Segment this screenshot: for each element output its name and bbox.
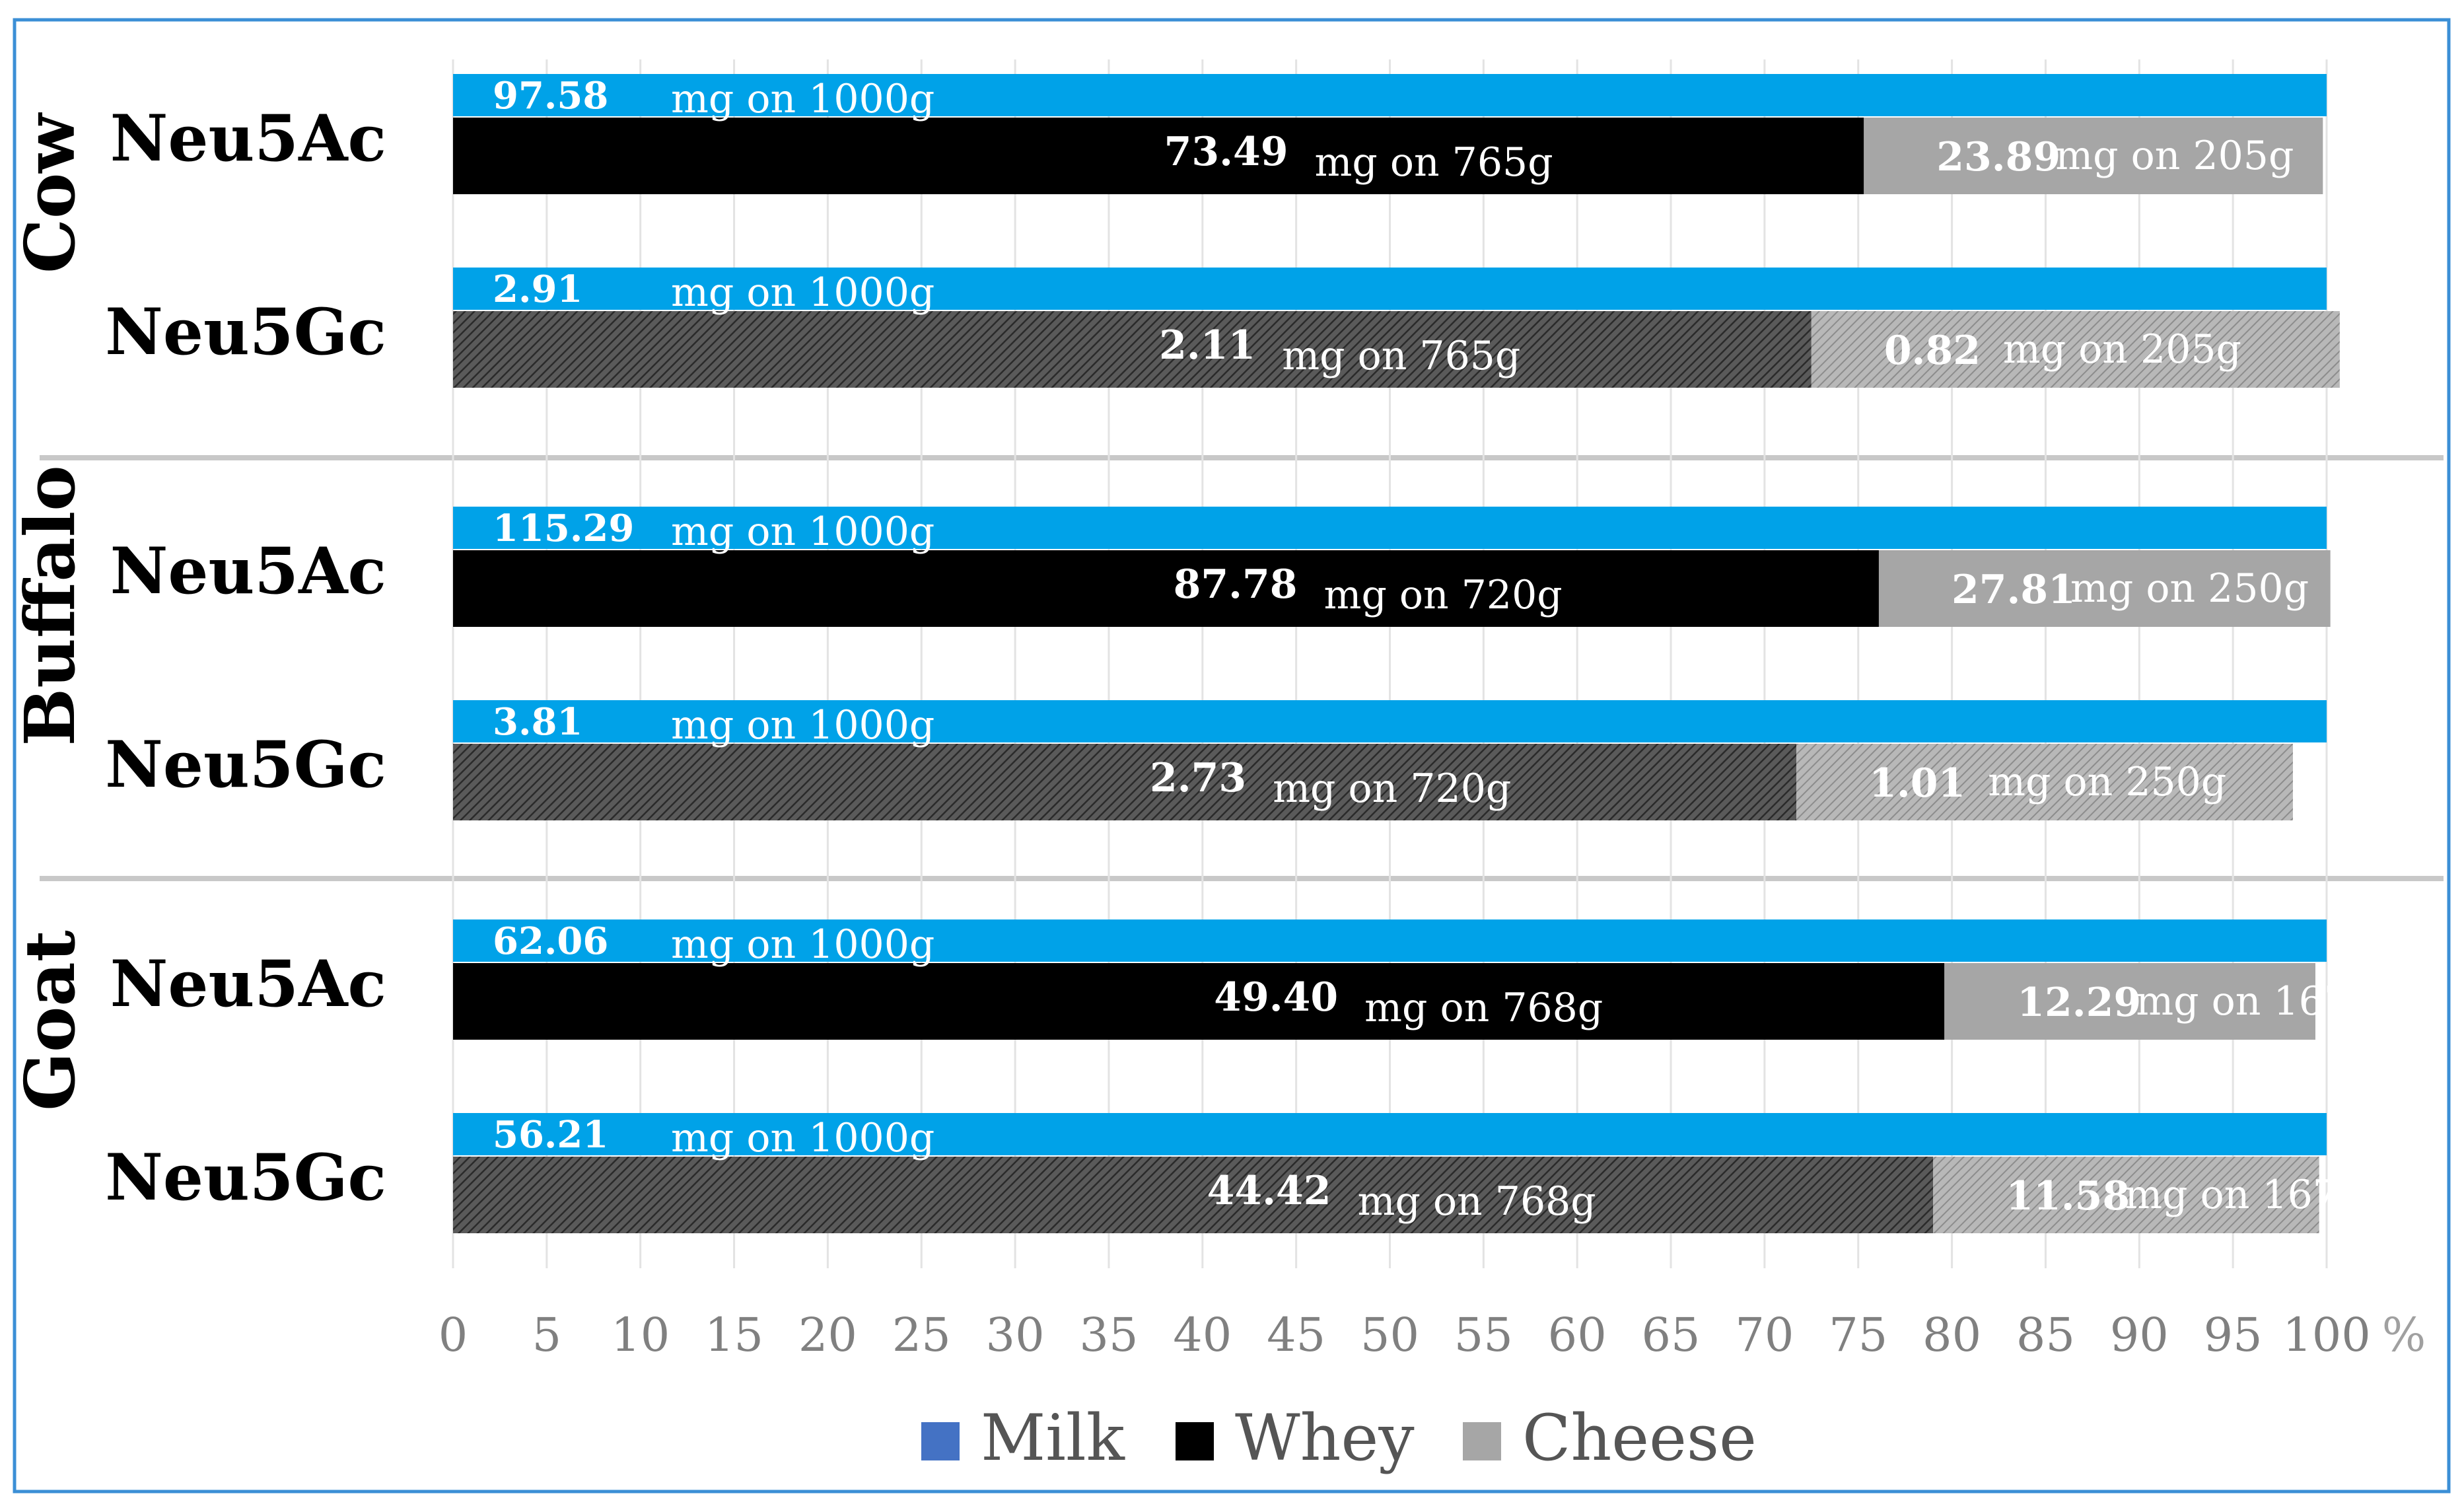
legend-label: Cheese — [1522, 1401, 1757, 1475]
whey-value-label: 49.40 — [1214, 974, 1338, 1021]
cheese-unit-label: mg on 167g — [2125, 1172, 2363, 1218]
x-tick-label: 5 — [532, 1308, 562, 1362]
bar-whey — [453, 963, 1945, 1040]
milk-unit-label: mg on 1000g — [671, 270, 934, 316]
x-tick-label: 15 — [705, 1308, 763, 1362]
x-unit-label: % — [2382, 1308, 2426, 1362]
x-tick-label: 80 — [1922, 1308, 1981, 1362]
cheese-unit-label: mg on 205g — [2055, 133, 2294, 179]
bar-cheese — [1864, 118, 2323, 194]
legend-label: Milk — [981, 1401, 1125, 1475]
milk-unit-label: mg on 1000g — [671, 76, 934, 122]
x-tick-label: 55 — [1454, 1308, 1513, 1362]
cheese-value-label: 1.01 — [1869, 760, 1965, 807]
x-tick-label: 75 — [1829, 1308, 1887, 1362]
cheese-value-label: 11.58 — [2006, 1173, 2130, 1219]
x-tick-label: 65 — [1642, 1308, 1701, 1362]
cheese-unit-label: mg on 250g — [2070, 565, 2309, 612]
x-tick-label: 35 — [1079, 1308, 1138, 1362]
milk-unit-label: mg on 1000g — [671, 921, 934, 968]
bar-cheese — [1811, 311, 2340, 388]
whey-value-label: 44.42 — [1207, 1168, 1331, 1214]
x-tick-label: 100 — [2282, 1308, 2371, 1362]
x-tick-label: 30 — [986, 1308, 1045, 1362]
bar-milk — [453, 919, 2327, 962]
group-label: Cow — [9, 112, 90, 273]
x-tick-label: 45 — [1267, 1308, 1325, 1362]
row-label: Neu5Gc — [105, 295, 386, 369]
legend-swatch — [1176, 1422, 1214, 1460]
whey-unit-label: mg on 765g — [1282, 333, 1520, 379]
whey-value-label: 2.11 — [1159, 322, 1255, 369]
whey-unit-label: mg on 765g — [1314, 139, 1553, 186]
x-tick-label: 40 — [1173, 1308, 1232, 1362]
row-label: Neu5Ac — [110, 534, 386, 608]
milk-value-label: 115.29 — [493, 507, 634, 550]
whey-unit-label: mg on 720g — [1273, 766, 1511, 812]
row-label: Neu5Ac — [110, 101, 386, 176]
chart-border — [13, 18, 2451, 1494]
group-label: Goat — [9, 930, 90, 1111]
x-tick-label: 85 — [2016, 1308, 2075, 1362]
x-tick-label: 95 — [2204, 1308, 2263, 1362]
cheese-value-label: 27.81 — [1952, 567, 2076, 613]
milk-value-label: 2.91 — [493, 268, 582, 311]
whey-unit-label: mg on 768g — [1364, 985, 1603, 1031]
x-tick-label: 90 — [2110, 1308, 2169, 1362]
bar-milk — [453, 268, 2327, 310]
bar-milk — [453, 1113, 2327, 1155]
bar-cheese — [1796, 744, 2293, 820]
bar-whey — [453, 744, 1797, 820]
cheese-value-label: 0.82 — [1884, 328, 1981, 374]
bar-milk — [453, 700, 2327, 742]
legend-swatch — [921, 1422, 960, 1460]
bar-whey — [453, 1157, 1934, 1233]
whey-unit-label: mg on 768g — [1358, 1178, 1596, 1225]
milk-value-label: 56.21 — [493, 1113, 608, 1157]
milk-value-label: 62.06 — [493, 919, 608, 963]
milk-value-label: 3.81 — [493, 700, 582, 744]
x-tick-label: 60 — [1548, 1308, 1607, 1362]
bar-whey — [453, 311, 1812, 388]
bar-milk — [453, 74, 2327, 116]
x-tick-label: 70 — [1735, 1308, 1794, 1362]
milk-unit-label: mg on 1000g — [671, 509, 934, 555]
whey-value-label: 73.49 — [1164, 129, 1288, 175]
group-label: Buffalo — [9, 465, 90, 746]
x-tick-label: 50 — [1360, 1308, 1419, 1362]
legend-label: Whey — [1235, 1401, 1415, 1475]
x-tick-label: 25 — [892, 1308, 951, 1362]
bar-cheese — [1944, 963, 2315, 1040]
x-tick-label: 10 — [611, 1308, 670, 1362]
cheese-value-label: 12.29 — [2017, 980, 2141, 1026]
cheese-value-label: 23.89 — [1936, 134, 2060, 180]
legend-swatch — [1463, 1422, 1501, 1460]
milk-value-label: 97.58 — [493, 74, 608, 118]
bar-cheese — [1933, 1157, 2319, 1233]
x-tick-label: 20 — [798, 1308, 857, 1362]
bar-whey — [453, 118, 1864, 194]
bar-milk — [453, 507, 2327, 549]
whey-value-label: 2.73 — [1150, 755, 1246, 801]
bar-cheese — [1878, 550, 2331, 627]
milk-unit-label: mg on 1000g — [671, 702, 934, 748]
row-label: Neu5Gc — [105, 727, 386, 802]
milk-unit-label: mg on 1000g — [671, 1115, 934, 1161]
cheese-unit-label: mg on 205g — [2003, 326, 2241, 373]
cheese-unit-label: mg on 250g — [1988, 759, 2226, 805]
x-tick-label: 0 — [439, 1308, 468, 1362]
whey-unit-label: mg on 720g — [1324, 572, 1563, 618]
cheese-unit-label: mg on 167g — [2136, 978, 2374, 1025]
whey-value-label: 87.78 — [1174, 561, 1298, 608]
row-label: Neu5Ac — [110, 947, 386, 1021]
bar-whey — [453, 550, 1879, 627]
row-label: Neu5Gc — [105, 1140, 386, 1215]
